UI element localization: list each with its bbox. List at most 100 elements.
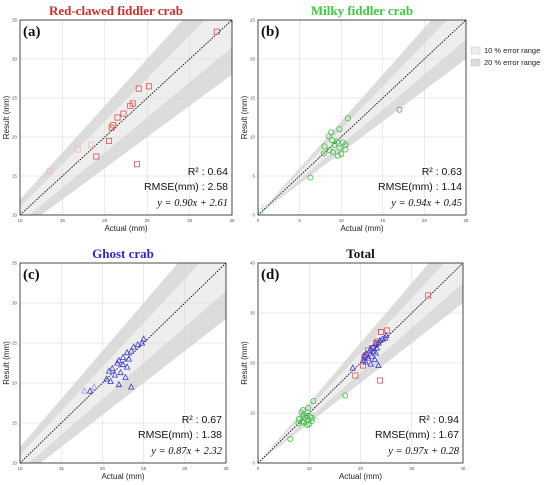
data-point: [106, 137, 113, 144]
r-squared-label: R² : 0.67: [182, 414, 222, 426]
panel-title: Red-clawed fiddler crab: [49, 3, 183, 18]
plot-frame: [257, 262, 464, 464]
legend: 10 % error range 20 % error range: [470, 46, 540, 67]
x-tick-label: 10: [307, 466, 313, 471]
r-squared-label: R² : 0.94: [419, 414, 459, 426]
legend-label: 10 % error range: [484, 46, 540, 55]
y-tick-label: 25: [250, 18, 256, 23]
data-point: [105, 367, 113, 374]
data-point: [310, 397, 317, 404]
data-point: [379, 335, 386, 342]
y-tick-label: 25: [12, 341, 18, 346]
x-tick-label: 25: [463, 218, 469, 223]
data-point: [114, 114, 121, 121]
data-point: [303, 412, 310, 419]
data-point: [334, 152, 341, 159]
x-tick-label: 20: [100, 466, 106, 471]
r-squared-label: R² : 0.64: [188, 166, 228, 178]
y-tick-label: 15: [12, 421, 18, 426]
data-point: [119, 353, 127, 360]
plot-frame: [19, 19, 233, 216]
x-tick-label: 15: [60, 218, 66, 223]
y-tick-label: 35: [12, 18, 18, 23]
data-point: [336, 126, 343, 133]
panel-c: 10 15 20 25 30 35 10 15 20 25 30 35 Actual (mm) Resul…: [2, 246, 229, 481]
data-point: [371, 355, 379, 363]
x-tick-label: 20: [102, 218, 108, 223]
stats-box: R² : 0.67 RMSE(mm) : 1.38 y = 0.87x + 2.32: [138, 414, 223, 457]
rmse-label: RMSE(mm) : 1.38: [138, 429, 222, 441]
data-point: [338, 151, 345, 158]
one-to-one-line: [20, 20, 232, 215]
x-tick-label: 25: [141, 466, 147, 471]
data-point: [364, 354, 372, 361]
data-point: [213, 28, 220, 35]
x-tick-label: 5: [298, 218, 301, 223]
y-axis-label: Result (mm): [240, 341, 249, 385]
y-tick-label: 10: [250, 411, 256, 416]
data-point: [125, 355, 133, 362]
data-point: [81, 387, 88, 394]
legend-label: 20 % error range: [484, 58, 540, 67]
data-point: [134, 161, 141, 168]
y-tick-label: 25: [12, 96, 18, 101]
y-axis-label: Result (mm): [240, 95, 249, 139]
data-point: [375, 361, 382, 369]
data-point: [331, 141, 338, 148]
x-tick-label: 0: [257, 466, 260, 471]
y-tick-label: 20: [250, 361, 256, 366]
data-points: [287, 292, 432, 442]
data-point: [130, 343, 137, 350]
x-tick-label: 30: [409, 466, 415, 471]
data-point: [376, 377, 383, 384]
y-tick-label: 5: [252, 174, 255, 179]
data-point: [74, 146, 81, 153]
y-tick-label: 40: [250, 261, 256, 266]
data-point: [90, 383, 98, 390]
data-point: [370, 347, 377, 355]
data-point: [373, 344, 381, 351]
data-point: [372, 340, 380, 347]
x-axis-label: Actual (mm): [339, 472, 382, 481]
y-tick-label: 15: [250, 96, 256, 101]
data-point: [135, 85, 142, 92]
data-point: [111, 371, 119, 378]
data-point: [123, 348, 131, 356]
data-point: [396, 106, 403, 113]
data-point: [342, 392, 349, 399]
y-tick-label: 0: [252, 461, 255, 466]
y-tick-label: 10: [12, 213, 18, 218]
data-point: [425, 292, 432, 299]
data-point: [366, 346, 373, 354]
x-tick-label: 35: [223, 466, 229, 471]
one-to-one-line: [20, 263, 226, 463]
data-point: [93, 153, 100, 160]
data-point: [349, 364, 357, 371]
data-point: [352, 372, 359, 379]
data-point: [329, 148, 336, 155]
data-point: [368, 352, 376, 360]
data-point: [113, 359, 121, 366]
data-point: [372, 349, 380, 356]
data-point: [342, 146, 349, 153]
x-tick-label: 10: [339, 218, 345, 223]
data-point: [307, 174, 314, 181]
data-point: [107, 377, 114, 384]
y-tick-label: 20: [12, 135, 18, 140]
data-point: [119, 360, 127, 368]
rmse-label: RMSE(mm) : 1.67: [375, 429, 459, 441]
y-tick-label: 15: [12, 174, 18, 179]
panel-tag: (a): [23, 24, 41, 40]
y-tick-label: 20: [12, 381, 18, 386]
data-point: [134, 340, 142, 348]
data-point: [326, 147, 333, 154]
y-tick-label: 10: [12, 461, 18, 466]
x-tick-label: 10: [17, 218, 23, 223]
panel-tag: (d): [261, 267, 279, 283]
data-point: [103, 375, 110, 382]
data-point: [342, 141, 349, 148]
data-point: [258, 208, 265, 215]
data-point: [120, 110, 127, 117]
y-tick-label: 30: [12, 57, 18, 62]
